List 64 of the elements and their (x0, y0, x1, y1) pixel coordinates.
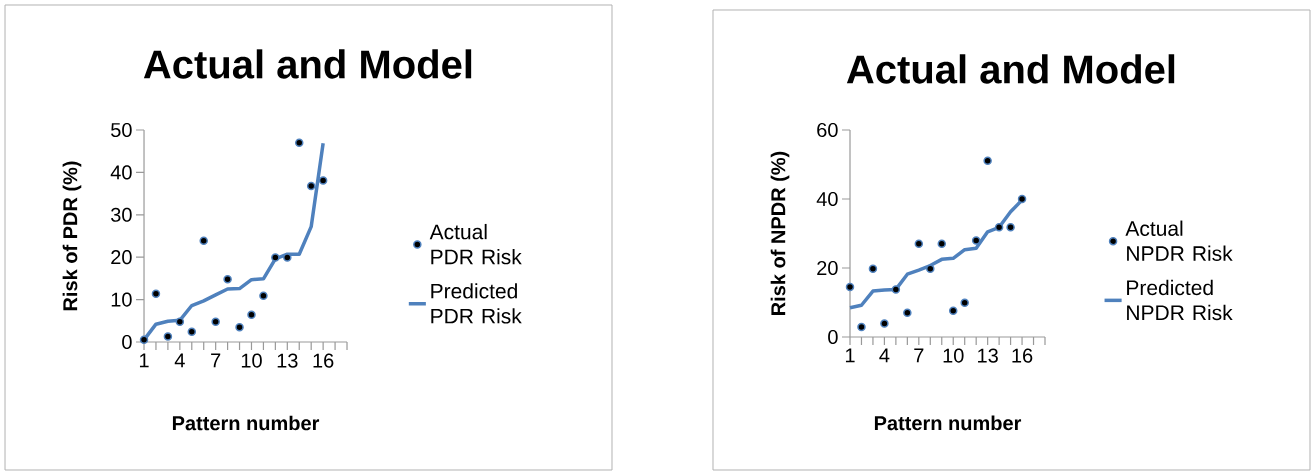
point (926, 264, 935, 273)
y-tick-label: 0 (828, 329, 838, 345)
point (235, 322, 244, 332)
point (948, 306, 958, 316)
point (163, 332, 173, 341)
point (259, 291, 268, 301)
point (868, 264, 878, 273)
point (318, 176, 328, 185)
x-tick-label: 4 (174, 353, 185, 368)
point (187, 327, 197, 337)
point (295, 138, 304, 147)
point (306, 181, 316, 191)
x-tick-label: 7 (914, 348, 924, 363)
y-axis-title: Risk of PDR (%) (62, 161, 82, 311)
y-tick-label: 50 (111, 122, 132, 138)
legend-label: Predicted NPDR Risk (1127, 279, 1233, 321)
point (845, 282, 855, 292)
x-tick-label: 16 (313, 353, 334, 368)
point (283, 253, 292, 262)
point (880, 319, 889, 328)
x-tick-label: 10 (943, 348, 964, 363)
x-tick-label: 10 (241, 353, 262, 368)
point (223, 274, 232, 284)
point (960, 298, 969, 308)
chart-title: Actual and Model (846, 54, 1175, 84)
x-tick-label: 1 (845, 348, 855, 363)
point (139, 335, 149, 345)
y-tick-label: 20 (111, 250, 132, 265)
point (914, 239, 924, 249)
legend-label: Predicted PDR Risk (431, 283, 522, 324)
point (175, 317, 185, 326)
point (1006, 223, 1015, 232)
point (151, 289, 161, 298)
point (271, 253, 280, 262)
y-tick-label: 60 (817, 122, 838, 138)
x-axis-title: Pattern number (172, 415, 320, 431)
chart-title: Actual and Model (143, 49, 472, 79)
y-axis-title: Risk of NPDR (%) (770, 151, 790, 315)
point (971, 236, 981, 245)
x-tick-label: 4 (879, 348, 890, 363)
x-tick-label: 1 (139, 353, 149, 368)
legend-label: Actual PDR Risk (429, 223, 522, 265)
x-tick-label: 7 (211, 353, 221, 368)
point (211, 317, 220, 326)
x-tick-label: 16 (1012, 348, 1033, 363)
point (983, 156, 992, 165)
point (1017, 194, 1027, 204)
point (199, 236, 208, 245)
y-tick-label: 20 (817, 260, 838, 276)
legend-label: Actual NPDR Risk (1125, 220, 1233, 261)
y-tick-label: 40 (110, 165, 132, 180)
y-tick-label: 30 (111, 207, 132, 222)
point (857, 322, 866, 332)
point (903, 308, 912, 318)
point (994, 223, 1004, 232)
x-tick-label: 13 (277, 353, 298, 368)
point (937, 239, 947, 249)
y-tick-label: 40 (816, 191, 838, 207)
y-tick-label: 10 (111, 292, 132, 307)
y-tick-label: 0 (122, 334, 132, 350)
point (891, 285, 901, 294)
x-tick-label: 13 (978, 348, 998, 363)
x-axis-title: Pattern number (874, 415, 1022, 431)
point (247, 310, 256, 320)
